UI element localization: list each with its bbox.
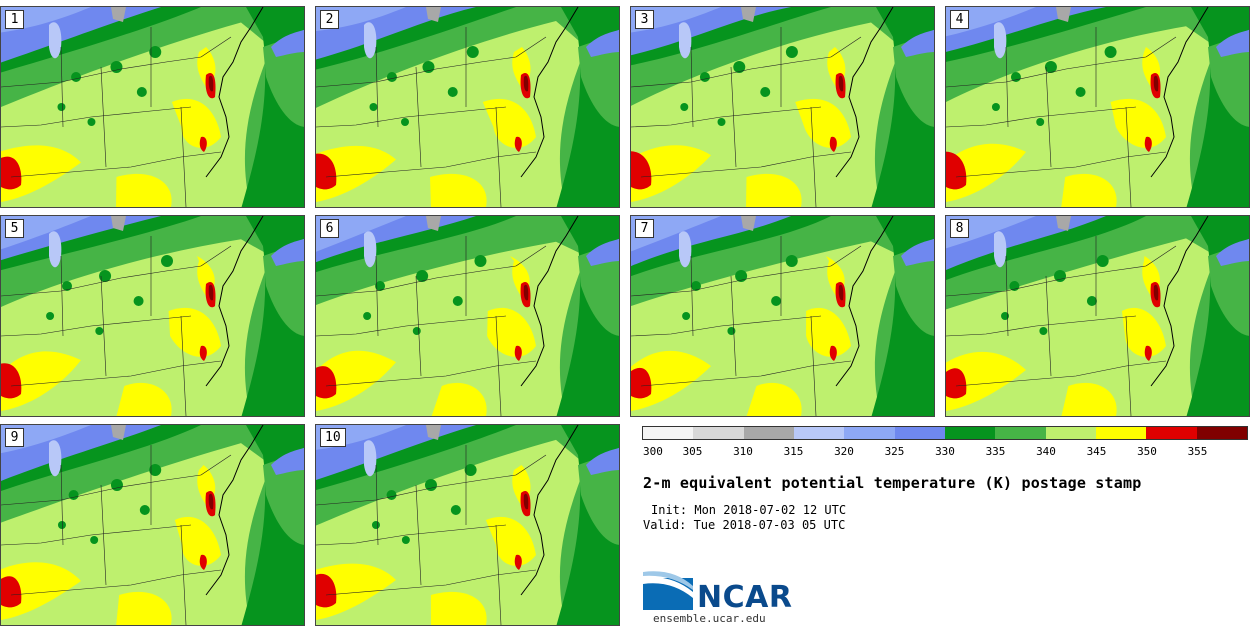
valid-time: Valid: Tue 2018-07-03 05 UTC <box>643 518 846 532</box>
map-panel-6: 6 <box>315 215 620 417</box>
colorbar-swatch <box>1146 427 1197 439</box>
panel-label: 3 <box>635 10 654 29</box>
colorbar-tick-label: 305 <box>682 445 703 458</box>
colorbar-swatch <box>693 427 744 439</box>
colorbar-tick-label: 350 <box>1137 445 1157 458</box>
panel-label: 4 <box>950 10 969 29</box>
colorbar-swatch <box>1045 427 1096 439</box>
colorbar-swatch <box>793 427 845 439</box>
map-panel-10: 10 <box>315 424 620 626</box>
panel-label: 5 <box>5 219 24 238</box>
colorbar-tick-label: 300 <box>643 445 663 458</box>
map-panel-7: 7 <box>630 215 935 417</box>
colorbar-swatch <box>844 427 895 439</box>
colorbar-tick-label: 355 <box>1187 445 1208 458</box>
panel-label: 2 <box>320 10 339 29</box>
map-panel-2: 2 <box>315 6 620 208</box>
logo-url: ensemble.ucar.edu <box>653 612 766 625</box>
colorbar-tick-label: 345 <box>1086 445 1107 458</box>
colorbar-swatch <box>894 427 945 439</box>
colorbar-swatch <box>944 427 996 439</box>
colorbar-tick-label: 310 <box>733 445 753 458</box>
panel-label: 6 <box>320 219 339 238</box>
map-panel-8: 8 <box>945 215 1250 417</box>
colorbar-tick-label: 325 <box>884 445 905 458</box>
init-time: Init: Mon 2018-07-02 12 UTC <box>651 503 847 517</box>
colorbar-swatch <box>643 427 694 439</box>
panel-label: 8 <box>950 219 969 238</box>
colorbar-tick-label: 320 <box>834 445 854 458</box>
colorbar-tick-label: 315 <box>783 445 804 458</box>
map-panel-4: 4 <box>945 6 1250 208</box>
colorbar-swatch <box>995 427 1046 439</box>
panel-label: 9 <box>5 428 24 447</box>
colorbar-tick-label: 340 <box>1036 445 1056 458</box>
ncar-logo-icon <box>643 571 693 610</box>
logo-name: NCAR <box>697 580 793 615</box>
panel-label: 7 <box>635 219 654 238</box>
colorbar-swatch <box>1095 427 1147 439</box>
colorbar-tick-label: 330 <box>935 445 955 458</box>
map-panel-3: 3 <box>630 6 935 208</box>
map-panel-5: 5 <box>0 215 305 417</box>
panel-label: 1 <box>5 10 24 29</box>
colorbar-ticks: 300 305 310 315 320 325 330 335 340 345 350 355 <box>642 445 1248 459</box>
colorbar <box>642 426 1248 440</box>
figure-title: 2-m equivalent potential temperature (K)… <box>643 474 1142 492</box>
colorbar-swatch <box>1196 427 1247 439</box>
panel-label: 10 <box>320 428 346 447</box>
colorbar-tick-label: 335 <box>985 445 1006 458</box>
map-panel-9: 9 <box>0 424 305 626</box>
map-panel-1: 1 <box>0 6 305 208</box>
colorbar-swatch <box>743 427 794 439</box>
